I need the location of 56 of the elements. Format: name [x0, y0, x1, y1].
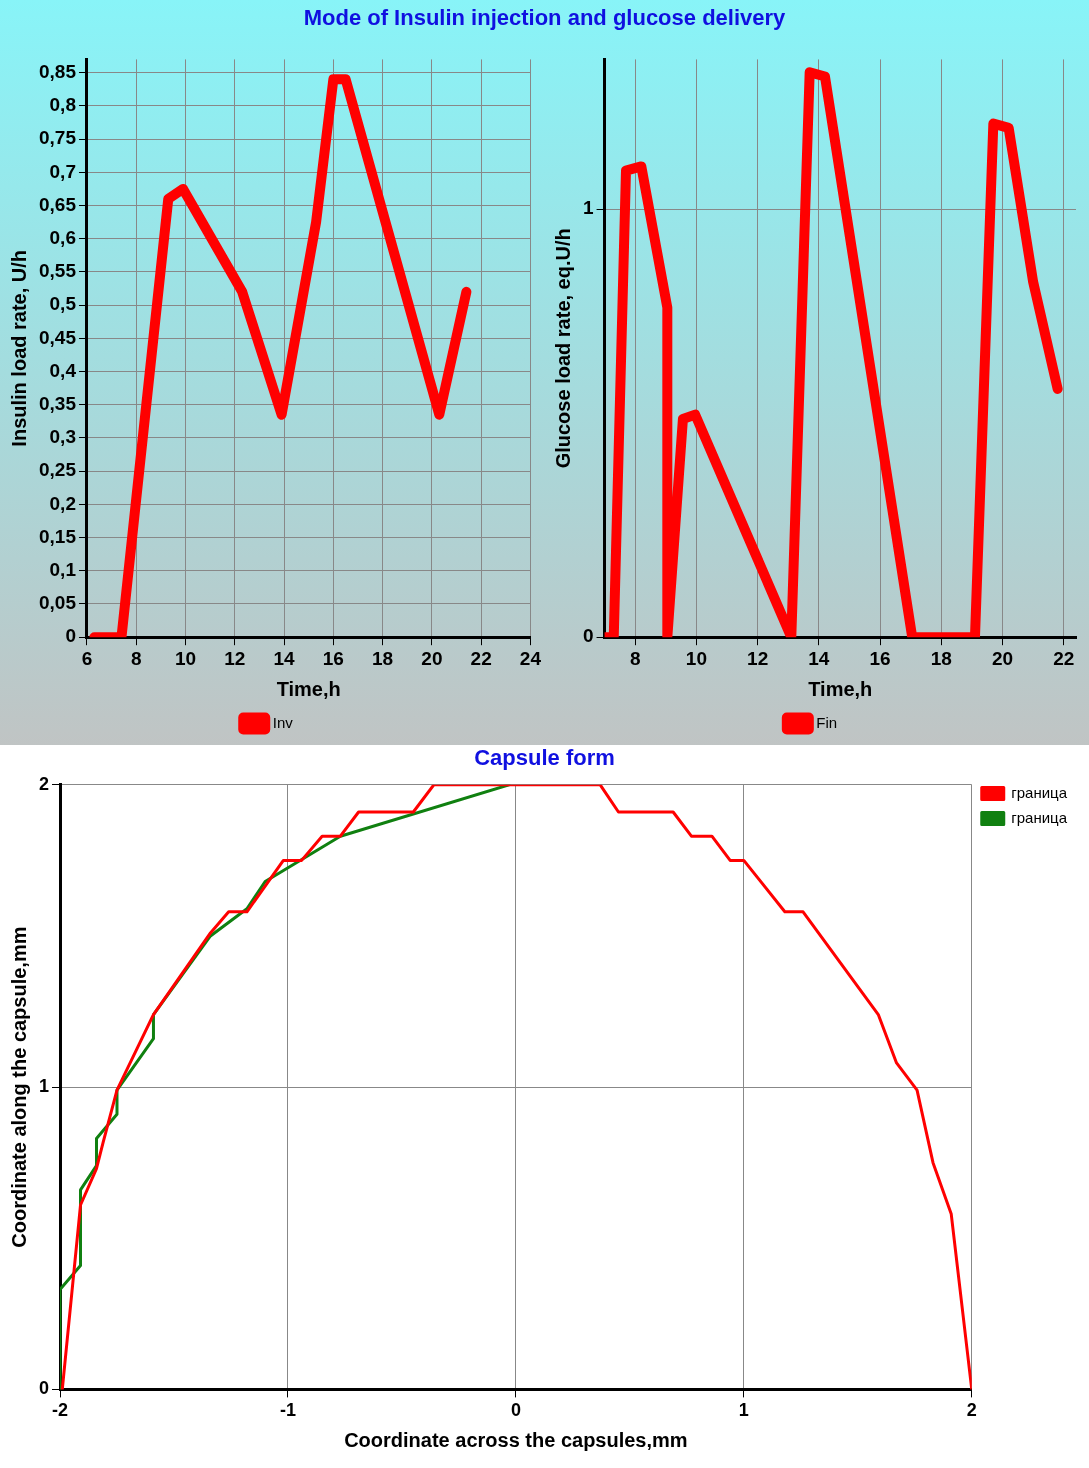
- y-tick-label: 2: [39, 773, 50, 794]
- x-tick-label: 10: [174, 647, 197, 669]
- legend-label: граница: [1011, 808, 1068, 826]
- y-tick-label: 1: [39, 1076, 50, 1097]
- x-tick-label: 22: [470, 647, 492, 669]
- y-axis-title: Coordinate along the capsule,mm: [7, 926, 30, 1248]
- y-tick-label: 0,6: [49, 226, 76, 248]
- x-tick-label: 18: [372, 647, 394, 669]
- y-tick-label: 0,8: [49, 94, 76, 116]
- y-tick-label: 0,1: [49, 559, 77, 581]
- chart-title: Mode of Insulin injection and glucose delivery: [302, 5, 787, 31]
- y-tick-label: 0,65: [39, 193, 77, 215]
- y-tick-label: 0,05: [39, 592, 77, 614]
- x-tick-label: 0: [510, 1400, 521, 1421]
- x-tick-label: 16: [322, 647, 344, 669]
- x-tick-label: 8: [629, 647, 641, 669]
- x-tick-label: 20: [421, 647, 443, 669]
- y-tick-label: 0: [39, 1378, 50, 1399]
- x-tick-label: 24: [519, 647, 542, 669]
- x-axis-title: Time,h: [276, 677, 341, 700]
- x-tick-label: 12: [747, 647, 769, 669]
- x-tick-label: 18: [930, 647, 952, 669]
- x-tick-label: -1: [279, 1400, 296, 1421]
- y-tick-label: 0,4: [49, 359, 77, 381]
- y-tick-label: 0,7: [49, 160, 76, 182]
- x-tick-label: 14: [273, 647, 296, 669]
- x-tick-label: 12: [224, 647, 246, 669]
- legend-label: Inv: [272, 713, 294, 731]
- x-tick-label: 6: [81, 647, 93, 669]
- y-tick-label: 0,55: [39, 260, 77, 282]
- y-tick-label: 0,25: [39, 459, 77, 481]
- y-tick-label: 0,45: [39, 326, 77, 348]
- x-tick-label: 10: [685, 647, 707, 669]
- y-tick-label: 0,3: [49, 426, 76, 448]
- y-axis-title: Glucose load rate, eq.U/h: [551, 228, 574, 469]
- y-tick-label: 0,85: [39, 60, 77, 82]
- x-axis-title: Coordinate across the capsules,mm: [344, 1428, 688, 1451]
- x-tick-label: 22: [1053, 647, 1075, 669]
- y-tick-label: 0,5: [49, 293, 77, 315]
- y-axis-title: Insulin load rate, U/h: [7, 249, 30, 447]
- x-axis-title: Time,h: [808, 677, 873, 700]
- y-tick-label: 0,35: [39, 392, 77, 414]
- x-tick-label: 16: [869, 647, 891, 669]
- y-tick-label: 0: [65, 625, 76, 647]
- x-tick-label: -2: [52, 1400, 69, 1421]
- legend-label: Fin: [816, 713, 838, 731]
- x-tick-label: 2: [966, 1400, 977, 1421]
- x-tick-label: 20: [991, 647, 1014, 669]
- x-tick-label: 8: [130, 647, 142, 669]
- chart-title: Capsule form: [473, 745, 616, 771]
- y-tick-label: 0,15: [39, 525, 77, 547]
- y-tick-label: 0,2: [49, 492, 76, 514]
- x-tick-label: 14: [808, 647, 830, 669]
- x-tick-label: 1: [738, 1400, 749, 1421]
- y-tick-label: 0,75: [39, 127, 77, 149]
- legend-label: граница: [1011, 783, 1068, 801]
